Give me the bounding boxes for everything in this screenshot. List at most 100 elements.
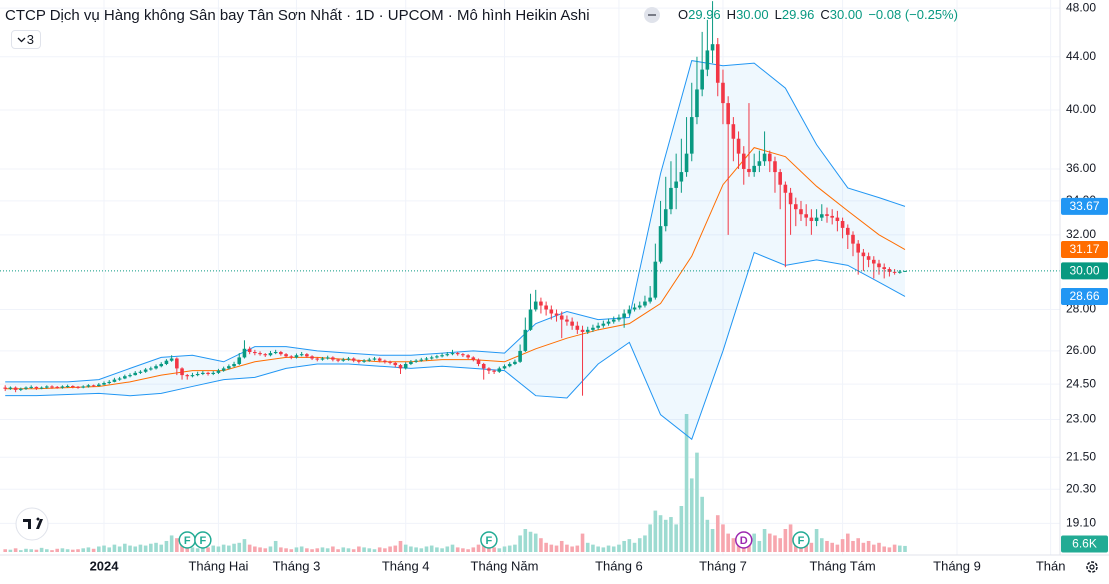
volume-bar: [565, 544, 569, 552]
volume-bar: [24, 548, 28, 552]
volume-bar: [388, 546, 392, 552]
candle-body: [227, 366, 231, 369]
volume-bar: [559, 540, 564, 552]
candle-body: [440, 355, 444, 357]
candle-body: [601, 323, 606, 326]
volume-bar: [544, 542, 548, 552]
volume-bar: [596, 546, 600, 552]
candle-body: [715, 44, 720, 83]
price-tag-label: 28.66: [1069, 289, 1099, 303]
indicator-toggle[interactable]: 3: [11, 30, 41, 49]
candle-body: [190, 375, 195, 377]
logo[interactable]: [15, 507, 49, 541]
volume-bar: [299, 546, 304, 552]
volume-bar: [273, 540, 278, 552]
volume-bar: [351, 549, 356, 552]
volume-bar: [221, 544, 226, 552]
candle-body: [429, 357, 434, 359]
volume-bar: [601, 547, 606, 552]
candle-body: [201, 372, 205, 374]
candle-body: [55, 386, 60, 388]
volume-bar: [554, 545, 559, 552]
volume-bar: [809, 542, 814, 552]
volume-bar: [700, 496, 704, 552]
candle-body: [861, 252, 866, 257]
candle-body: [450, 353, 455, 355]
candle-body: [523, 329, 528, 351]
candle-body: [305, 354, 309, 357]
volume-bar: [81, 548, 86, 552]
candle-body: [258, 353, 262, 355]
candle-body: [346, 358, 351, 360]
volume-bar: [154, 542, 158, 552]
candle-body: [539, 301, 543, 306]
collapse-button[interactable]: [644, 7, 660, 23]
candle-body: [60, 386, 65, 388]
volume-bar: [8, 549, 13, 552]
volume-bar: [627, 539, 632, 552]
volume-bar: [622, 540, 626, 552]
volume-bar: [570, 546, 574, 552]
volume-bar: [65, 549, 70, 552]
volume-bar: [721, 524, 725, 552]
candle-body: [102, 383, 106, 385]
volume-bar: [206, 547, 210, 552]
settings-button[interactable]: [1086, 561, 1098, 573]
candle-body: [887, 269, 892, 272]
volume-bar: [403, 544, 408, 552]
candle-body: [710, 44, 715, 51]
candle-body: [799, 209, 803, 215]
volume-bar: [19, 550, 23, 552]
candle-body: [689, 117, 694, 154]
volume-bar: [549, 544, 554, 552]
volume-bar: [86, 547, 91, 552]
volume-bar: [97, 546, 101, 552]
ohlc-key: L: [774, 7, 782, 22]
volume-bar: [372, 549, 377, 552]
candle-body: [34, 386, 39, 389]
candle-body: [123, 376, 127, 379]
candle-body: [424, 358, 429, 360]
candle-body: [13, 387, 18, 390]
volume-bar: [528, 531, 533, 552]
volume-bar: [471, 547, 476, 552]
volume-bar: [679, 506, 684, 552]
price-tag-label: 30.00: [1069, 264, 1099, 278]
candle-body: [471, 357, 476, 360]
volume-bar: [346, 548, 351, 552]
volume-bar: [466, 549, 470, 552]
volume-bar: [190, 547, 195, 552]
y-tick-label: 21.50: [1066, 449, 1096, 463]
volume-bar: [575, 545, 580, 552]
volume-bar: [497, 548, 502, 552]
volume-bar: [201, 546, 205, 552]
candle-body: [455, 353, 460, 355]
event-marker: [480, 531, 498, 549]
event-marker: [735, 531, 753, 549]
volume-bar: [409, 546, 413, 552]
candle-body: [383, 360, 387, 362]
volume-bar: [643, 535, 647, 552]
volume-bar: [658, 515, 663, 552]
candle-body: [549, 309, 554, 314]
candle-body: [721, 82, 725, 104]
candle-body: [591, 327, 595, 330]
candle-body: [320, 358, 325, 360]
volume-bar: [840, 539, 845, 552]
candle-body: [643, 301, 647, 306]
candle-body: [221, 368, 226, 371]
event-label: F: [798, 535, 805, 547]
volume-bar: [393, 545, 398, 552]
volume-bar: [773, 535, 777, 552]
candle-body: [97, 384, 101, 386]
candle-body: [253, 352, 257, 354]
chart-title: CTCP Dịch vụ Hàng không Sân bay Tân Sơn …: [5, 6, 590, 24]
candle-body: [310, 356, 314, 359]
candle-body: [632, 307, 637, 310]
candle-body: [674, 181, 678, 188]
candle-body: [466, 355, 470, 358]
candle-body: [840, 221, 845, 228]
candle-body: [502, 366, 507, 369]
volume-bar: [435, 547, 439, 552]
volume-bar: [669, 517, 673, 552]
